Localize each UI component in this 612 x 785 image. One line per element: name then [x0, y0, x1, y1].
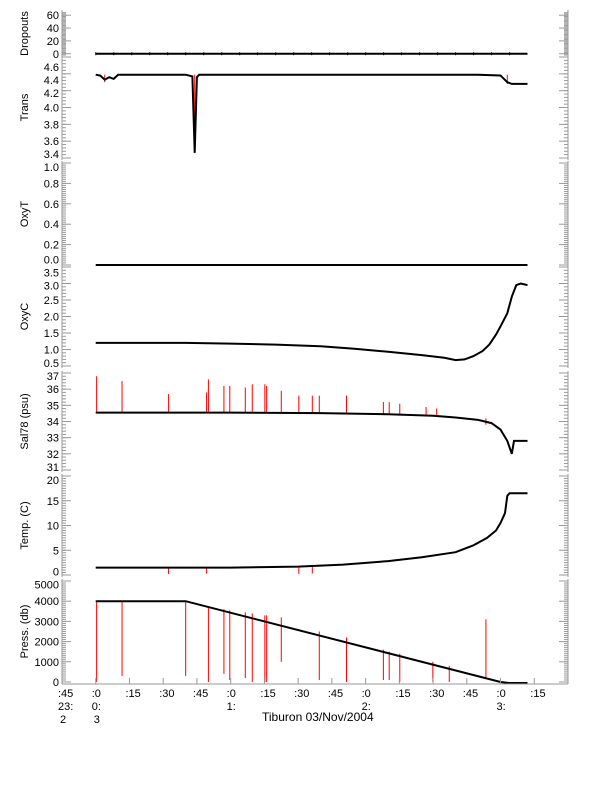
- y-axis-label: Dropouts: [19, 11, 31, 56]
- y-tick-label: 35: [47, 400, 59, 412]
- panel-trans: 3.43.6 3.8 4.0 4.24.44.6 Trans: [19, 55, 569, 161]
- x-day-label: 2: [60, 714, 66, 726]
- y-tick-label: 1.0: [44, 162, 59, 174]
- y-tick-label: 3.0: [44, 281, 59, 293]
- y-tick-label: 36: [47, 384, 59, 396]
- y-tick-label: 5000: [35, 580, 59, 592]
- x-tick-label: :15: [530, 688, 545, 700]
- x-tick-label: :45: [463, 688, 478, 700]
- y-tick-label: 0.6: [44, 199, 59, 211]
- y-tick-label: 1000: [35, 657, 59, 669]
- y-tick-label: 0: [53, 49, 59, 61]
- series-line: [95, 492, 528, 569]
- panel-oxyt: 0.0 0.2 0.4 0.6 0.8 1.0 OxyT: [19, 161, 569, 267]
- y-tick-label: 0.2: [44, 240, 59, 252]
- series-line: [95, 600, 528, 684]
- x-hour-label: 1:: [227, 701, 236, 713]
- y-tick-label: 20: [47, 36, 59, 48]
- y-axis-label: OxyT: [19, 201, 31, 228]
- x-tick-label: :15: [260, 688, 275, 700]
- y-tick-label: 4000: [35, 596, 59, 608]
- y-tick-label: 3.4: [44, 149, 59, 161]
- x-tick-label: :30: [429, 688, 444, 700]
- x-tick-label: :30: [294, 688, 309, 700]
- y-tick-label: 0.4: [44, 219, 59, 231]
- y-tick-label: 4.4: [44, 75, 59, 87]
- y-tick-label: 5: [53, 545, 59, 557]
- x-tick-label: :45: [193, 688, 208, 700]
- x-hour-label: 2:: [362, 701, 371, 713]
- x-hour-label: 0:: [92, 701, 101, 713]
- x-axis-title: Tiburon 03/Nov/2004: [262, 710, 374, 724]
- y-tick-label: 10: [47, 521, 59, 533]
- x-hour-label: 3:: [497, 701, 506, 713]
- y-tick-label: 37: [47, 371, 59, 383]
- panel-oxyc: 0.51.0 1.5 2.0 2.5 3.03.5 OxyC: [19, 265, 569, 370]
- y-tick-label: 3.8: [44, 119, 59, 131]
- y-tick-label: 3.5: [44, 268, 59, 280]
- x-tick-label: :0: [497, 688, 506, 700]
- y-tick-label: 2.0: [44, 312, 59, 324]
- x-tick-label: :0: [92, 688, 101, 700]
- x-tick-label: :45: [58, 688, 73, 700]
- panel-press-db-: 0 1000 2000 3000 4000 5000 Press. (db): [19, 579, 569, 689]
- y-tick-label: 2.5: [44, 295, 59, 307]
- x-day-label: 3: [94, 714, 100, 726]
- x-tick-label: :30: [159, 688, 174, 700]
- y-tick-label: 2000: [35, 637, 59, 649]
- y-axis-label: Trans: [19, 93, 31, 121]
- y-tick-label: 4.0: [44, 103, 59, 115]
- x-tick-label: :15: [395, 688, 410, 700]
- y-tick-label: 4.6: [44, 62, 59, 74]
- y-tick-label: 3000: [35, 616, 59, 628]
- y-axis-label: Temp. (C): [19, 501, 31, 549]
- series-line: [95, 282, 528, 362]
- y-tick-label: 4.2: [44, 88, 59, 100]
- y-tick-label: 0: [53, 677, 59, 689]
- x-tick-label: :0: [227, 688, 236, 700]
- y-tick-label: 40: [47, 23, 59, 35]
- y-tick-label: 20: [47, 475, 59, 487]
- y-tick-label: 1.5: [44, 328, 59, 340]
- y-tick-label: 32: [47, 449, 59, 461]
- x-tick-label: :15: [125, 688, 140, 700]
- panel-temp-c-: 0 5 10 15 20 Temp. (C): [19, 474, 569, 579]
- y-tick-label: 0.8: [44, 178, 59, 190]
- y-axis-label: Press. (db): [19, 605, 31, 659]
- y-axis-label: OxyC: [19, 303, 31, 331]
- series-line: [95, 73, 528, 153]
- y-tick-label: 0.5: [44, 358, 59, 370]
- y-tick-label: 34: [47, 417, 59, 429]
- y-axis-label: Sal78 (psu): [19, 393, 31, 449]
- y-tick-label: 3.6: [44, 136, 59, 148]
- x-tick-label: :0: [362, 688, 371, 700]
- y-tick-label: 0: [53, 567, 59, 579]
- y-tick-label: 15: [47, 496, 59, 508]
- y-tick-label: 60: [47, 10, 59, 22]
- x-tick-label: :45: [328, 688, 343, 700]
- y-tick-label: 33: [47, 433, 59, 445]
- x-axis: :45 :0 :15 :30 :45 :0 :15 :30 :45 :0 :15 :30 :45 :0 :1…: [58, 678, 568, 726]
- x-hour-label: 23:: [58, 701, 73, 713]
- y-tick-label: 31: [47, 462, 59, 474]
- y-tick-label: 0.0: [44, 255, 59, 267]
- y-tick-label: 1.0: [44, 345, 59, 357]
- series-line: [95, 411, 528, 455]
